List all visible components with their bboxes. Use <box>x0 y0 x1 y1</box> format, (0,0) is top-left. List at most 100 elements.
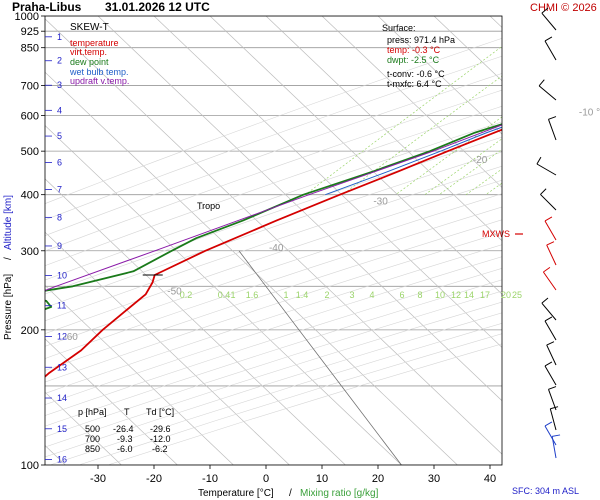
altitude-tick-label: 15 <box>57 424 67 434</box>
legend-updraft: updraft v.temp. <box>70 76 129 86</box>
table-header-p: p [hPa] <box>78 407 107 417</box>
series-point <box>154 250 156 252</box>
y-axis-title-sep: / <box>3 257 14 260</box>
altitude-tick-label: 16 <box>57 455 67 465</box>
series-point <box>597 85 598 86</box>
series-point <box>151 281 154 284</box>
wind-barb-staff <box>551 436 557 459</box>
isotherm-line <box>45 18 502 455</box>
mixing-ratio-label: 0.4 <box>218 290 231 300</box>
mixing-ratio-label: 1.4 <box>296 290 309 300</box>
dry-adiabat <box>45 55 502 221</box>
wind-barb-flag <box>541 7 549 14</box>
dry-adiabat <box>45 73 502 236</box>
isotherm-label: -60 <box>63 332 78 343</box>
series-point <box>576 99 577 100</box>
dry-adiabat <box>45 121 502 281</box>
reference-diagonal <box>238 250 402 465</box>
temperature-tick-label: 0 <box>263 473 269 485</box>
isotherm-line <box>45 285 234 465</box>
dry-adiabat <box>45 136 502 295</box>
series-wet-bulb-line <box>325 126 502 196</box>
series-point <box>45 300 47 302</box>
mixing-ratio-label: 3 <box>349 290 354 300</box>
dry-adiabat <box>45 89 502 252</box>
altitude-tick-label: 10 <box>57 270 67 280</box>
legend-wet-bulb: wet bulb temp. <box>69 67 129 77</box>
mixing-ratio-line <box>579 16 600 195</box>
wind-barb-staff <box>544 320 557 341</box>
mixing-ratio-line <box>536 16 600 195</box>
mixing-ratio-label: 1 <box>230 290 235 300</box>
table-row-2-t: -6.0 <box>117 444 133 454</box>
wind-barb-staff <box>548 119 557 141</box>
dry-adiabat <box>45 219 502 371</box>
surface-heading: Surface: <box>382 23 416 33</box>
mxws-label: MXWS <box>482 229 510 239</box>
isotherm-line <box>433 16 502 82</box>
wind-barb-flag <box>543 266 551 273</box>
mixing-ratio-label: 25 <box>512 290 522 300</box>
dry-adiabat <box>45 206 502 359</box>
isotherm-line <box>153 16 502 348</box>
series-updraft-v-temp--line <box>45 124 502 292</box>
mixing-ratio-label: 1.6 <box>246 290 259 300</box>
altitude-tick-label: 9 <box>57 241 62 251</box>
wind-barb-staff <box>544 220 557 241</box>
altitude-tick-label: 7 <box>57 185 62 195</box>
legend-dew-point: dew point <box>70 57 109 67</box>
x-axis-title-sep: / <box>289 488 292 499</box>
wind-barb-staff <box>544 425 557 446</box>
wind-barb-flag <box>544 421 553 427</box>
altitude-tick-label: 12 <box>57 332 67 342</box>
temperature-tick-label: -20 <box>146 473 162 485</box>
dry-adiabat <box>45 244 502 394</box>
plot-frame <box>44 15 503 466</box>
series-point <box>132 270 134 272</box>
isotherm-line <box>45 338 178 465</box>
series-point <box>171 250 173 252</box>
mixing-ratio-label: 1 <box>283 290 288 300</box>
series-point <box>447 150 449 152</box>
chart-series <box>45 85 598 378</box>
wind-barb-flag <box>540 188 547 195</box>
altitude-tick-label: 3 <box>57 80 62 90</box>
mixing-ratio-label: 20 <box>501 290 511 300</box>
series-point <box>48 372 50 374</box>
wind-barb-flag <box>546 341 555 346</box>
surface-press: press: 971.4 hPa <box>387 35 455 45</box>
legend-temperature: temperature <box>70 38 119 48</box>
isotherm-line <box>45 178 346 465</box>
table-header-td: Td [°C] <box>146 407 174 417</box>
copyright-label: CHMI © 2026 <box>530 2 597 14</box>
altitude-tick-label: 5 <box>57 131 62 141</box>
pressure-tick-label: 300 <box>21 246 39 258</box>
dry-adiabat <box>49 323 502 465</box>
mixing-ratio-line <box>465 168 502 195</box>
sfc-label: SFC: 304 m ASL <box>512 486 579 496</box>
isotherm-line <box>45 231 290 465</box>
wind-barb-staff <box>549 408 557 431</box>
pressure-tick-label: 700 <box>21 81 39 93</box>
mixing-ratio-line <box>567 16 600 195</box>
table-row-2-td: -6.2 <box>152 444 168 454</box>
series-point <box>102 329 104 331</box>
mixing-ratio-line <box>424 138 502 195</box>
altitude-tick-label: 2 <box>57 56 62 66</box>
mixing-ratio-line <box>438 148 502 195</box>
table-row-0-t: -26.4 <box>113 424 134 434</box>
series-point <box>474 132 476 134</box>
altitude-tick-label: 6 <box>57 157 62 167</box>
temperature-tick-label: 10 <box>316 473 328 485</box>
series-point <box>526 115 527 116</box>
surface-tconv: t-conv: -0.6 °C <box>387 69 445 79</box>
pressure-tick-label: 1000 <box>15 11 39 23</box>
series-point <box>537 115 538 116</box>
station-title: Praha-Libus <box>12 0 82 14</box>
dry-adiabat <box>45 105 502 267</box>
pressure-tick-label: 600 <box>21 111 39 123</box>
table-header-t: T <box>124 407 130 417</box>
dry-adiabat <box>45 38 502 204</box>
altitude-tick-label: 4 <box>57 105 62 115</box>
